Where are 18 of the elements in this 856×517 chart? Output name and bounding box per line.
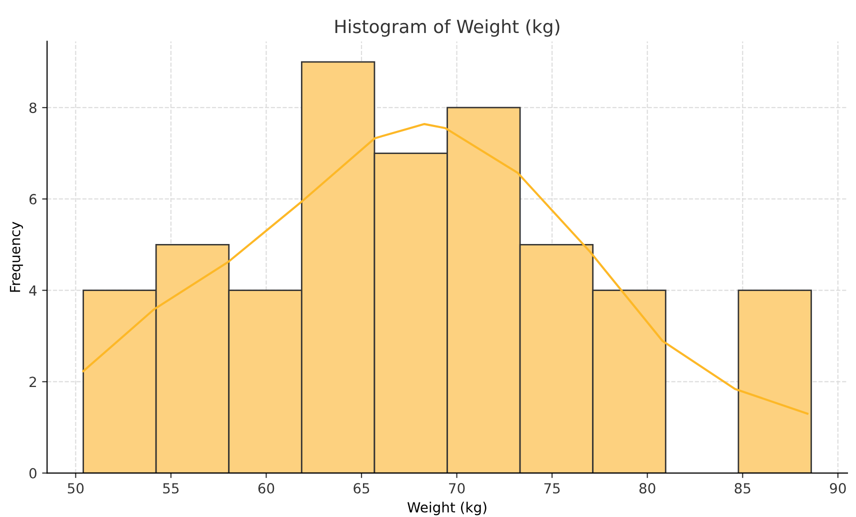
y-tick-label: 6 [29, 194, 36, 204]
y-tick-label: 2 [30, 376, 36, 387]
x-tick-label: 85 [734, 483, 750, 494]
x-tick-label: 65 [354, 483, 370, 494]
x-tick-label: 75 [544, 483, 560, 494]
x-tick-label: 60 [258, 483, 274, 494]
y-tick-label: 8 [29, 102, 36, 114]
y-tick-label: 4 [29, 285, 37, 296]
y-tick-label: 0 [29, 468, 36, 479]
line-series [82, 123, 808, 415]
x-tick-label: 90 [830, 483, 846, 494]
x-axis-title: Weight (kg) [407, 502, 486, 516]
y-axis-title: Frequency [10, 222, 23, 292]
chart-title: Histogram of Weight (kg) [335, 19, 560, 37]
x-tick-label: 80 [639, 483, 656, 494]
x-tick-label: 55 [163, 483, 179, 494]
x-tick-label: 50 [68, 483, 84, 494]
x-tick-label: 70 [449, 483, 465, 494]
